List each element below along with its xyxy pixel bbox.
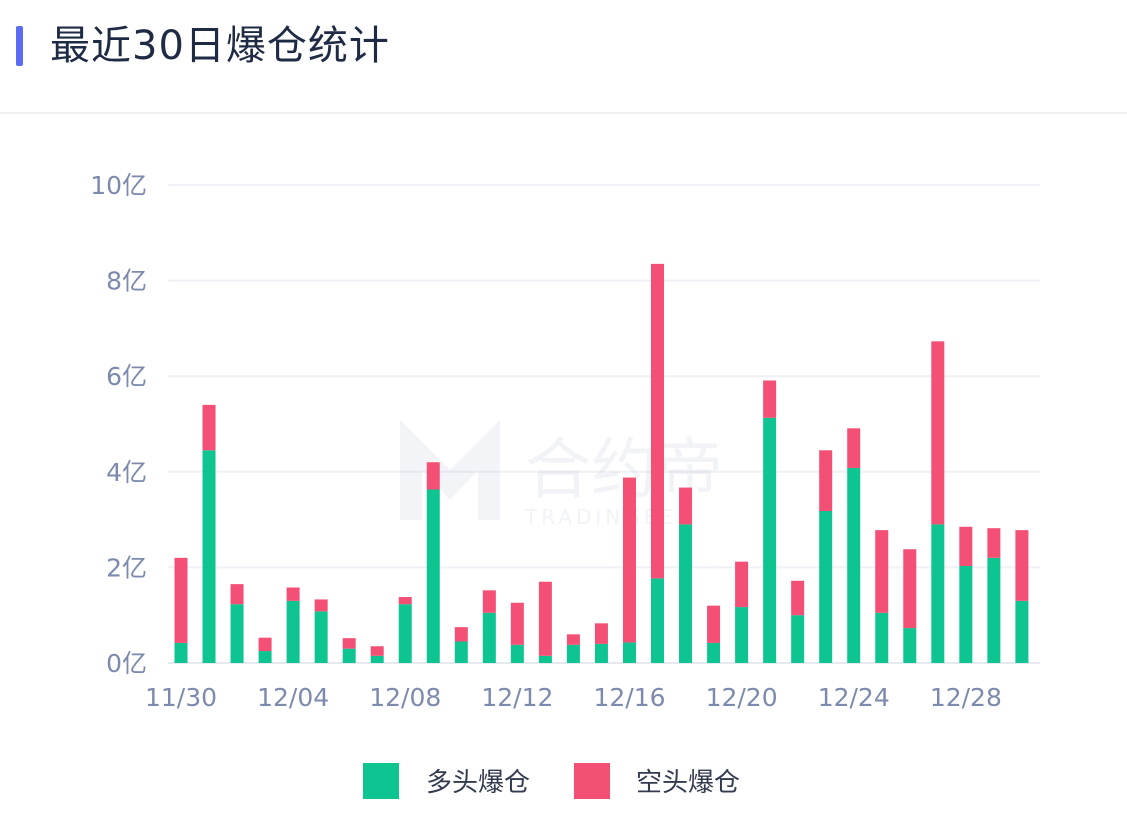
bar-short-12-24[interactable] <box>847 428 861 468</box>
bar-long-12-12[interactable] <box>510 644 524 663</box>
bar-long-12-10[interactable] <box>454 641 468 663</box>
bars <box>174 263 1029 663</box>
bar-long-12-04[interactable] <box>286 600 300 663</box>
bar-long-12-14[interactable] <box>566 644 580 663</box>
bar-short-11-30[interactable] <box>174 557 188 643</box>
x-axis-ticks: 11/30 12/04 12/08 12/12 12/16 12/20 12/24 12/28 <box>145 683 1002 712</box>
y-tick-label: 0亿 <box>106 649 147 678</box>
bar-long-12-17[interactable] <box>651 578 665 663</box>
x-tick-label: 12/16 <box>593 683 665 712</box>
bar-long-12-08[interactable] <box>398 604 412 663</box>
bar-long-12-26[interactable] <box>903 628 917 663</box>
x-tick-label: 12/28 <box>930 683 1002 712</box>
bar-long-12-01[interactable] <box>202 450 216 663</box>
bar-long-12-09[interactable] <box>426 489 440 663</box>
watermark-m-icon <box>400 420 500 520</box>
bar-long-12-13[interactable] <box>538 655 552 663</box>
watermark-subtext: TRADINGEEE <box>524 505 694 529</box>
bar-short-12-29[interactable] <box>987 528 1001 558</box>
bar-short-12-09[interactable] <box>426 462 440 490</box>
bar-long-12-28[interactable] <box>959 565 973 663</box>
legend-label-short: 空头爆仓 <box>636 768 740 798</box>
bar-long-12-03[interactable] <box>258 651 272 663</box>
bar-long-12-07[interactable] <box>370 655 384 663</box>
legend-item-long[interactable]: 多头爆仓 <box>363 763 530 799</box>
bar-short-12-15[interactable] <box>594 623 608 644</box>
x-tick-label: 12/24 <box>818 683 890 712</box>
bar-long-12-15[interactable] <box>594 643 608 663</box>
chart-title: 最近30日爆仓统计 <box>50 23 390 69</box>
x-tick-label: 12/08 <box>369 683 441 712</box>
bar-short-12-01[interactable] <box>202 404 216 451</box>
bar-long-11-30[interactable] <box>174 642 188 663</box>
bar-short-12-27[interactable] <box>931 341 945 525</box>
bar-short-12-28[interactable] <box>959 526 973 566</box>
y-tick-label: 6亿 <box>106 362 147 391</box>
legend-item-short[interactable]: 空头爆仓 <box>574 763 740 799</box>
bar-short-12-19[interactable] <box>707 605 721 643</box>
bar-short-12-25[interactable] <box>875 530 889 613</box>
bar-short-12-13[interactable] <box>538 581 552 656</box>
bar-long-12-23[interactable] <box>819 511 833 663</box>
bar-short-12-02[interactable] <box>230 584 244 605</box>
bar-long-12-22[interactable] <box>791 615 805 663</box>
header-divider <box>0 112 1127 114</box>
watermark-logo: 合约帝 TRADINGEEE <box>400 420 723 529</box>
bar-short-12-17[interactable] <box>651 263 665 579</box>
y-tick-label: 8亿 <box>106 267 147 296</box>
x-tick-label: 12/04 <box>257 683 329 712</box>
bar-long-12-20[interactable] <box>735 607 749 663</box>
bar-long-12-25[interactable] <box>875 612 889 663</box>
bar-short-12-08[interactable] <box>398 597 412 605</box>
bar-short-12-16[interactable] <box>622 477 636 643</box>
bar-short-12-07[interactable] <box>370 646 384 656</box>
bar-long-12-19[interactable] <box>707 642 721 663</box>
y-tick-label: 2亿 <box>106 553 147 582</box>
bar-short-12-26[interactable] <box>903 549 917 629</box>
bar-short-12-11[interactable] <box>482 590 496 613</box>
legend-label-long: 多头爆仓 <box>426 768 530 798</box>
y-tick-label: 10亿 <box>90 171 147 200</box>
bar-long-12-21[interactable] <box>763 417 777 663</box>
bar-short-12-10[interactable] <box>454 627 468 642</box>
chart-header: 最近30日爆仓统计 <box>0 0 1127 112</box>
bar-short-12-12[interactable] <box>510 602 524 645</box>
bar-short-12-05[interactable] <box>314 599 328 612</box>
bar-long-12-27[interactable] <box>931 524 945 663</box>
x-tick-label: 12/20 <box>706 683 778 712</box>
bar-short-12-23[interactable] <box>819 450 833 511</box>
bar-long-12-06[interactable] <box>342 648 356 663</box>
bar-short-12-03[interactable] <box>258 637 272 652</box>
bar-short-12-30[interactable] <box>1015 530 1029 601</box>
bar-short-12-22[interactable] <box>791 580 805 616</box>
bar-long-12-30[interactable] <box>1015 600 1029 663</box>
legend-swatch-short <box>574 763 610 799</box>
y-tick-label: 4亿 <box>106 458 147 487</box>
bar-long-12-18[interactable] <box>679 524 693 663</box>
bar-long-12-29[interactable] <box>987 557 1001 663</box>
bar-short-12-18[interactable] <box>679 487 693 525</box>
title-accent-bar <box>16 26 23 66</box>
bar-short-12-14[interactable] <box>566 634 580 645</box>
bar-short-12-04[interactable] <box>286 587 300 601</box>
bar-long-12-24[interactable] <box>847 467 861 663</box>
x-tick-label: 11/30 <box>145 683 217 712</box>
bar-long-12-02[interactable] <box>230 604 244 663</box>
y-axis-ticks: 0亿 2亿 4亿 6亿 8亿 10亿 <box>90 171 147 678</box>
bar-short-12-21[interactable] <box>763 380 777 418</box>
legend: 多头爆仓 空头爆仓 <box>363 763 740 799</box>
legend-swatch-long <box>363 763 399 799</box>
x-tick-label: 12/12 <box>481 683 553 712</box>
bar-short-12-20[interactable] <box>735 561 749 608</box>
bar-short-12-06[interactable] <box>342 638 356 649</box>
bar-long-12-05[interactable] <box>314 611 328 663</box>
bar-long-12-11[interactable] <box>482 612 496 663</box>
bar-long-12-16[interactable] <box>622 642 636 663</box>
